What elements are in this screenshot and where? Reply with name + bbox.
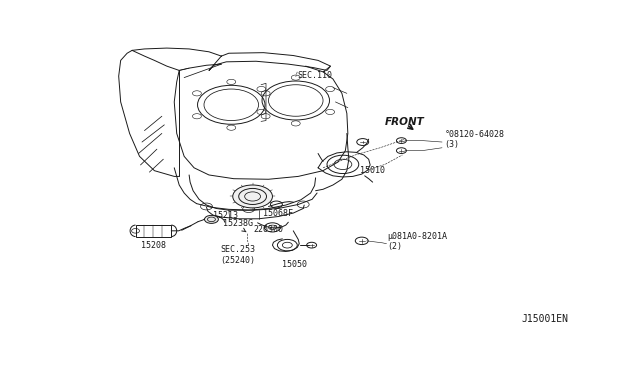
Text: µ081A0-8201A
(2): µ081A0-8201A (2) — [388, 232, 447, 251]
Text: SEC.253
(25240): SEC.253 (25240) — [220, 245, 255, 264]
Bar — [136, 225, 172, 237]
Text: SEC.110: SEC.110 — [297, 71, 332, 80]
Text: 15050: 15050 — [282, 260, 307, 269]
Text: 226300: 226300 — [253, 225, 284, 234]
Text: 15208: 15208 — [141, 241, 166, 250]
Circle shape — [205, 215, 218, 223]
Text: J15001EN: J15001EN — [522, 314, 568, 324]
Text: 15068F: 15068F — [262, 209, 292, 218]
Text: 15238G: 15238G — [223, 219, 253, 228]
Text: °08120-64028
(3): °08120-64028 (3) — [445, 130, 504, 150]
Text: 15010: 15010 — [360, 166, 385, 175]
Text: 15213: 15213 — [213, 211, 238, 219]
Text: FRONT: FRONT — [385, 117, 425, 127]
Circle shape — [233, 185, 273, 208]
